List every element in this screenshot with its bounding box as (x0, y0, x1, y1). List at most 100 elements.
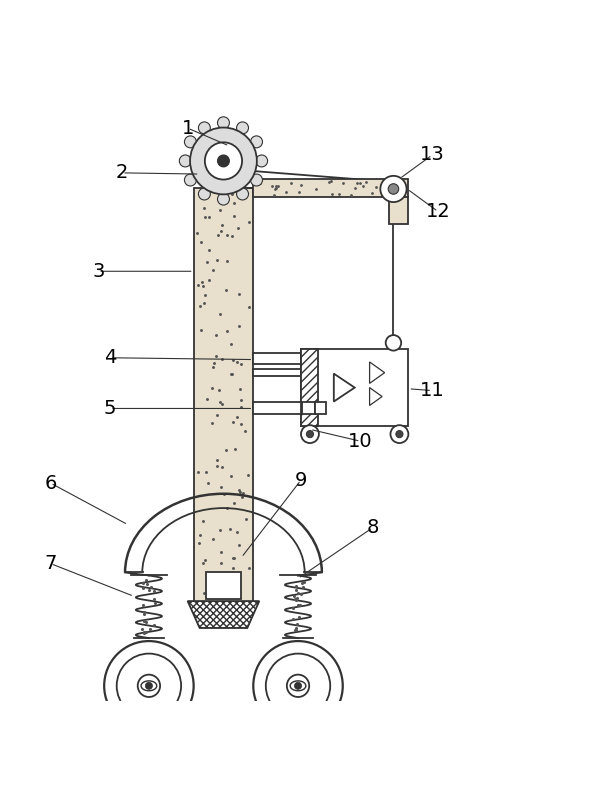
Point (367, 187, 377, 200)
Bar (205, 572, 241, 600)
Text: 3: 3 (92, 262, 104, 281)
Point (346, 188, 356, 201)
Point (293, 587, 303, 600)
Point (146, 623, 155, 636)
Point (202, 587, 212, 600)
Point (296, 588, 305, 601)
Point (202, 256, 212, 269)
Point (228, 415, 238, 428)
Circle shape (199, 122, 210, 134)
Point (147, 581, 157, 594)
Bar (301, 349, 318, 427)
Point (217, 557, 226, 570)
Circle shape (237, 122, 249, 134)
Point (212, 408, 222, 421)
Point (200, 553, 209, 566)
Point (211, 328, 220, 341)
Point (193, 465, 203, 478)
Bar (302, 402, 315, 415)
Point (271, 180, 281, 192)
Point (232, 356, 242, 369)
Point (226, 522, 235, 535)
Point (290, 589, 299, 602)
Point (267, 180, 277, 192)
Point (389, 178, 399, 191)
Bar (253, 369, 301, 376)
Point (234, 320, 243, 332)
Point (293, 598, 303, 611)
Text: 2: 2 (116, 163, 128, 183)
Circle shape (388, 184, 399, 194)
Circle shape (380, 175, 406, 202)
Polygon shape (188, 601, 259, 628)
Point (334, 188, 344, 200)
Point (297, 576, 307, 589)
Point (300, 576, 309, 588)
Point (228, 368, 237, 381)
Point (291, 580, 301, 592)
Point (197, 324, 206, 336)
Point (139, 608, 149, 621)
Text: 5: 5 (104, 399, 116, 418)
Point (396, 183, 406, 196)
Point (240, 425, 249, 438)
Text: 9: 9 (295, 471, 307, 489)
Circle shape (217, 193, 229, 205)
Point (237, 401, 246, 414)
Point (208, 263, 218, 276)
Circle shape (250, 136, 262, 148)
Point (324, 175, 334, 188)
Point (232, 526, 241, 539)
Circle shape (256, 155, 268, 167)
Point (228, 229, 237, 242)
Text: 4: 4 (104, 349, 116, 367)
Point (207, 577, 217, 590)
Point (213, 460, 222, 473)
Point (216, 308, 225, 320)
Point (238, 486, 247, 499)
Point (141, 625, 150, 638)
Point (244, 301, 254, 314)
Circle shape (218, 155, 229, 167)
Point (338, 177, 348, 190)
Point (234, 287, 244, 300)
Point (234, 539, 244, 551)
Point (288, 601, 297, 614)
Point (208, 417, 217, 430)
Point (295, 598, 305, 611)
Point (204, 211, 214, 224)
Point (192, 227, 202, 240)
Point (244, 561, 253, 574)
Point (371, 181, 381, 194)
Circle shape (301, 425, 319, 443)
Point (229, 197, 239, 210)
Point (214, 384, 223, 397)
Point (217, 219, 227, 232)
Point (294, 185, 304, 198)
Point (199, 587, 209, 600)
Point (362, 175, 371, 188)
Point (138, 599, 148, 612)
Point (149, 618, 158, 631)
Point (228, 188, 237, 200)
Point (149, 584, 159, 597)
Point (201, 466, 211, 479)
Point (150, 597, 160, 609)
Point (353, 177, 362, 190)
Point (216, 545, 225, 558)
Point (229, 210, 239, 223)
Point (149, 592, 159, 605)
Point (290, 592, 299, 605)
Point (196, 236, 206, 249)
Point (244, 215, 253, 228)
Point (281, 185, 291, 198)
Point (217, 460, 226, 473)
Bar (315, 402, 326, 415)
Point (255, 176, 265, 189)
Point (270, 183, 279, 196)
Point (292, 617, 302, 630)
Bar (253, 179, 408, 196)
Point (211, 349, 221, 362)
Point (204, 243, 214, 256)
Point (200, 288, 210, 301)
